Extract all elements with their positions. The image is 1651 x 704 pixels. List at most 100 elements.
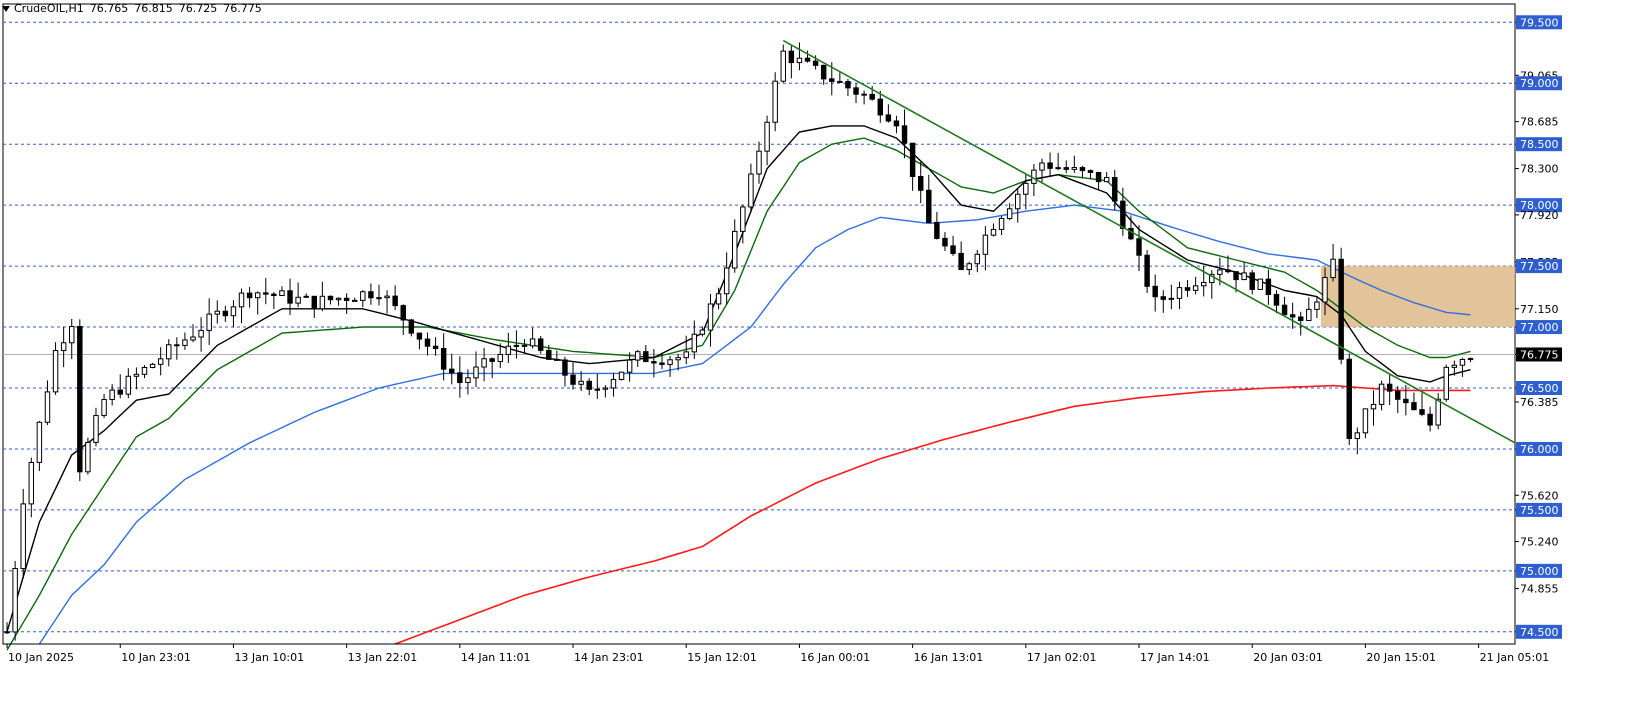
price-tick-label: 78.685 (1520, 116, 1559, 129)
candle (85, 437, 91, 475)
candle (44, 380, 51, 425)
candle (796, 42, 803, 71)
candle (707, 293, 714, 347)
candle (1225, 255, 1231, 274)
candle-body (1273, 293, 1280, 306)
candle-body (845, 81, 851, 89)
plot-area (2, 3, 1516, 651)
candle (214, 300, 220, 324)
candle-body (1168, 297, 1175, 300)
candle (400, 304, 406, 335)
price-tick-label: 75.000 (1520, 565, 1559, 578)
candle (60, 326, 67, 368)
candle-body (1257, 278, 1264, 290)
candle (1136, 225, 1142, 272)
candle-body (351, 299, 358, 302)
candle (1419, 392, 1425, 417)
candle-body (715, 293, 722, 305)
candle-body (12, 568, 18, 633)
candle (521, 339, 528, 354)
candle-body (505, 345, 512, 355)
price-tick-label: 75.620 (1520, 489, 1559, 502)
candle (263, 277, 269, 305)
candle (384, 290, 390, 314)
price-axis: 79.50079.06579.00078.68578.50078.30078.0… (1515, 15, 1562, 639)
candle (513, 330, 520, 359)
candle (699, 326, 706, 337)
candle-body (610, 378, 617, 389)
candle (368, 283, 374, 305)
candle-body (319, 295, 326, 310)
candle-body (853, 87, 859, 95)
candle (853, 83, 859, 104)
candle-body (829, 78, 835, 82)
candle-body (942, 237, 948, 247)
candle-body (174, 344, 180, 347)
candle (1265, 269, 1272, 305)
candle (408, 318, 415, 337)
candle-body (1233, 271, 1239, 281)
candle (562, 356, 568, 387)
candle-body (521, 344, 528, 347)
candle-body (1176, 287, 1183, 299)
candle-body (1144, 254, 1150, 287)
candle-body (788, 50, 795, 64)
candle-body (1362, 408, 1369, 434)
candle-body (982, 234, 989, 255)
candle (36, 420, 43, 471)
price-tick-label: 77.000 (1520, 321, 1559, 334)
candle (457, 356, 463, 398)
candle (1281, 296, 1288, 316)
candle-body (1225, 269, 1231, 273)
candle (877, 90, 884, 123)
candle-body (1063, 167, 1069, 170)
candle (869, 86, 875, 101)
candle (554, 350, 560, 361)
candle-body (1435, 398, 1441, 426)
candle-body (909, 142, 916, 177)
candle (1176, 281, 1183, 310)
high-value: 76.815 (134, 2, 173, 15)
candle (1184, 279, 1191, 297)
candle-body (537, 338, 544, 351)
candle-body (311, 295, 318, 310)
candle-body (101, 399, 107, 416)
time-tick-label: 15 Jan 12:01 (687, 651, 757, 664)
candle-body (263, 292, 269, 295)
candle-body (885, 114, 892, 122)
level-label-bg (1516, 381, 1562, 395)
candle-body (295, 296, 301, 304)
candle (1249, 269, 1255, 295)
collapse-triangle-icon[interactable] (2, 6, 10, 12)
candle-body (125, 375, 132, 395)
candle (133, 367, 140, 390)
level-label-bg (1516, 624, 1562, 639)
candle (254, 291, 261, 315)
candle-body (764, 121, 770, 152)
candle (295, 282, 301, 308)
candle-body (52, 350, 59, 393)
candle-body (1386, 383, 1393, 392)
candle (109, 384, 115, 406)
price-tick-label: 77.500 (1520, 260, 1559, 273)
candle (901, 109, 908, 159)
candle-body (1071, 167, 1078, 170)
candle-body (748, 173, 754, 208)
level-label-bg (1516, 259, 1562, 274)
candle-body (1039, 162, 1045, 171)
candle (529, 327, 536, 349)
candle (1378, 380, 1385, 411)
current-price-label-bg (1516, 347, 1562, 362)
candle-body (303, 295, 309, 298)
ema-mid-line (6, 137, 1471, 651)
low-value: 76.725 (178, 2, 218, 15)
candle-body (667, 359, 673, 365)
candle (77, 319, 83, 482)
ema-fast-line (6, 125, 1471, 632)
candle-body (796, 57, 803, 64)
candle (909, 142, 916, 191)
time-tick-label: 16 Jan 13:01 (914, 651, 984, 664)
price-tick-label: 76.385 (1520, 396, 1559, 409)
candle (691, 320, 698, 359)
